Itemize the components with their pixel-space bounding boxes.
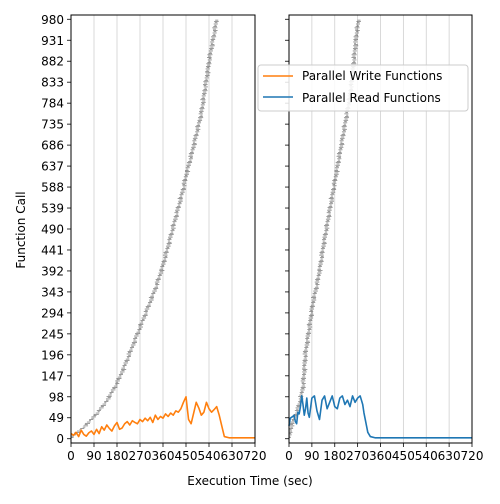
x-tick-label: 450 — [392, 449, 415, 463]
x-tick-label: 90 — [86, 449, 101, 463]
y-tick-label: 637 — [41, 160, 64, 174]
x-axis-label: Execution Time (sec) — [187, 474, 312, 488]
y-tick-label: 539 — [41, 202, 64, 216]
y-tick-label: 294 — [41, 306, 64, 320]
y-tick-label: 980 — [41, 13, 64, 27]
legend-box — [257, 64, 469, 112]
y-axis-label: Function Call — [14, 191, 28, 268]
series-line — [288, 395, 472, 439]
x-tick-label: 180 — [106, 449, 129, 463]
y-tick-label: 735 — [41, 118, 64, 132]
x-tick-label: 90 — [304, 449, 319, 463]
x-tick-label: 270 — [129, 449, 152, 463]
x-tick-label: 360 — [369, 449, 392, 463]
left-panel: 0 90 180 270 360 450 540 630 720 0 49 98 147 196 245 29… — [41, 13, 266, 463]
series-line — [70, 395, 255, 439]
y-tick-label: 98 — [49, 390, 64, 404]
y-tick-label: 49 — [49, 411, 64, 425]
y-tick-label: 588 — [41, 181, 64, 195]
y-tick-label: 343 — [41, 285, 64, 299]
right-panel: 0 90 180 270 360 450 540 630 720 — [285, 14, 484, 463]
y-tick-label: 392 — [41, 264, 64, 278]
x-tick-label: 180 — [323, 449, 346, 463]
y-tick-label: 686 — [41, 139, 64, 153]
y-tick-label: 490 — [41, 223, 64, 237]
x-tick-label: 720 — [461, 449, 484, 463]
y-tick-label: 147 — [41, 369, 64, 383]
y-tick-label: 245 — [41, 327, 64, 341]
x-tick-label: 450 — [175, 449, 198, 463]
x-tick-label: 630 — [438, 449, 461, 463]
y-tick-label: 441 — [41, 243, 64, 257]
y-tick-label: 196 — [41, 348, 64, 362]
legend-label-write: Parallel Write Functions — [302, 69, 442, 83]
x-tick-label: 0 — [285, 449, 293, 463]
x-tick-label: 360 — [152, 449, 175, 463]
x-tick-label: 540 — [415, 449, 438, 463]
x-tick-label: 540 — [198, 449, 221, 463]
x-tick-label: 270 — [346, 449, 369, 463]
x-tick-label: 720 — [244, 449, 267, 463]
y-tick-label: 882 — [41, 55, 64, 69]
y-tick-label: 833 — [41, 76, 64, 90]
legend-label-read: Parallel Read Functions — [302, 91, 441, 105]
y-tick-label: 784 — [41, 97, 64, 111]
x-tick-label: 630 — [221, 449, 244, 463]
y-tick-label: 0 — [56, 432, 64, 446]
legend: Parallel Write Functions Parallel Read F… — [257, 64, 469, 112]
y-tick-label: 931 — [41, 34, 64, 48]
x-tick-label: 0 — [67, 449, 75, 463]
